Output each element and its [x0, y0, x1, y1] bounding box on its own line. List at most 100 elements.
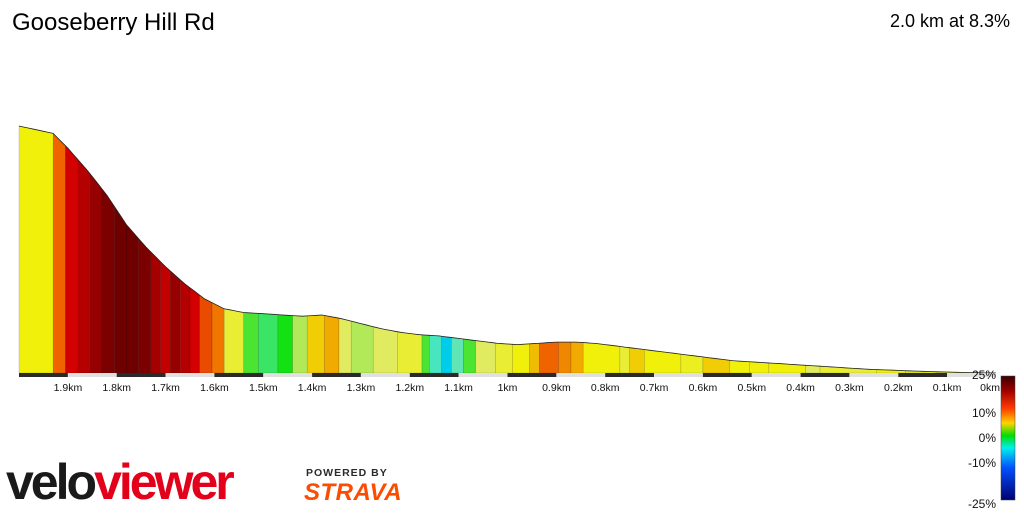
distance-axis-band	[459, 373, 508, 377]
distance-tick-label: 1.8km	[102, 382, 131, 394]
gradient-segment	[644, 350, 681, 374]
distance-axis-bar	[19, 373, 996, 377]
gradient-segment	[351, 321, 373, 373]
distance-axis-band	[703, 373, 752, 377]
gradient-segment	[464, 339, 476, 373]
gradient-segment	[495, 343, 512, 373]
gradient-scale-bar	[1001, 376, 1015, 500]
gradient-segment	[530, 343, 540, 373]
distance-axis-band	[263, 373, 312, 377]
distance-axis-band	[19, 373, 68, 377]
gradient-segment	[190, 288, 200, 373]
distance-axis-band	[312, 373, 361, 377]
distance-axis-band	[898, 373, 947, 377]
gradient-segment	[139, 239, 151, 373]
gradient-scale-label: 0%	[979, 431, 997, 445]
distance-axis-band	[68, 373, 117, 377]
gradient-segment	[398, 332, 422, 373]
gradient-segment	[429, 335, 441, 373]
gradient-segment	[512, 344, 529, 373]
gradient-segment	[127, 225, 139, 373]
gradient-color-scale	[1001, 376, 1015, 500]
veloviewer-logo: veloviewer	[6, 452, 296, 513]
gradient-segment	[102, 189, 114, 373]
distance-axis-band	[849, 373, 898, 377]
distance-tick-label: 1.6km	[200, 382, 229, 394]
distance-tick-label: 1.3km	[347, 382, 376, 394]
gradient-segment	[749, 362, 769, 373]
gradient-segment	[539, 342, 559, 373]
distance-tick-label: 0.7km	[640, 382, 669, 394]
gradient-segment	[451, 338, 463, 374]
gradient-segment	[293, 316, 308, 373]
distance-tick-label: 1.5km	[249, 382, 278, 394]
distance-axis-band	[410, 373, 459, 377]
distance-tick-label: 0.6km	[689, 382, 718, 394]
distance-tick-labels: 1.9km 1.8km 1.7km 1.6km 1.5km 1.4km 1.3km 1.2km…	[54, 382, 1001, 394]
distance-tick-label: 0km	[980, 382, 1000, 394]
gradient-segments	[19, 126, 996, 373]
gradient-segment	[212, 303, 224, 373]
distance-tick-label: 0.4km	[786, 382, 815, 394]
gradient-segment	[200, 295, 212, 373]
distance-tick-label: 0.1km	[933, 382, 962, 394]
gradient-segment	[324, 315, 339, 373]
gradient-segment	[90, 174, 102, 374]
gradient-segment	[339, 318, 351, 373]
gradient-segment	[53, 133, 65, 373]
gradient-segment	[114, 206, 126, 373]
gradient-scale-label: -25%	[968, 497, 996, 511]
gradient-segment	[170, 271, 180, 373]
strava-logo: STRAVA	[304, 479, 402, 507]
distance-tick-label: 1.7km	[151, 382, 180, 394]
gradient-segment	[161, 262, 171, 373]
gradient-segment	[65, 146, 77, 373]
gradient-segment	[559, 342, 571, 373]
gradient-segment	[571, 342, 583, 373]
gradient-segment	[278, 315, 293, 373]
distance-axis-band	[605, 373, 654, 377]
gradient-segment	[19, 126, 53, 373]
gradient-segment	[681, 354, 703, 373]
distance-axis-band	[801, 373, 850, 377]
gradient-segment	[630, 348, 645, 373]
distance-tick-label: 1.9km	[54, 382, 83, 394]
distance-tick-label: 0.8km	[591, 382, 620, 394]
distance-axis-band	[214, 373, 263, 377]
gradient-segment	[620, 346, 630, 373]
distance-tick-label: 0.5km	[738, 382, 767, 394]
gradient-segment	[78, 159, 90, 373]
distance-axis-band	[166, 373, 215, 377]
distance-axis-band	[508, 373, 557, 377]
gradient-segment	[258, 313, 278, 373]
distance-axis-band	[752, 373, 801, 377]
gradient-segment	[442, 336, 452, 373]
gradient-segment	[180, 280, 190, 373]
distance-tick-label: 1.4km	[298, 382, 327, 394]
gradient-scale-label: -10%	[968, 456, 996, 470]
gradient-segment	[476, 341, 496, 373]
gradient-segment	[224, 309, 244, 373]
gradient-segment	[422, 335, 429, 373]
distance-tick-label: 1km	[498, 382, 518, 394]
gradient-segment	[730, 360, 750, 373]
gradient-segment	[151, 252, 161, 373]
powered-by-text: POWERED BY	[306, 467, 388, 479]
gradient-segment	[703, 357, 730, 373]
distance-tick-label: 0.3km	[835, 382, 864, 394]
distance-tick-label: 0.9km	[542, 382, 571, 394]
gradient-scale-label: 25%	[972, 368, 996, 382]
gradient-segment	[244, 313, 259, 374]
gradient-segment	[583, 343, 620, 373]
distance-axis-band	[361, 373, 410, 377]
distance-tick-label: 1.2km	[396, 382, 425, 394]
gradient-segment	[373, 327, 397, 373]
distance-tick-label: 0.2km	[884, 382, 913, 394]
gradient-segment	[307, 315, 324, 373]
gradient-scale-label: 10%	[972, 406, 996, 420]
distance-tick-label: 1.1km	[444, 382, 473, 394]
distance-axis-band	[556, 373, 605, 377]
veloviewer-logo-text: veloviewer	[6, 454, 234, 508]
distance-axis-band	[654, 373, 703, 377]
